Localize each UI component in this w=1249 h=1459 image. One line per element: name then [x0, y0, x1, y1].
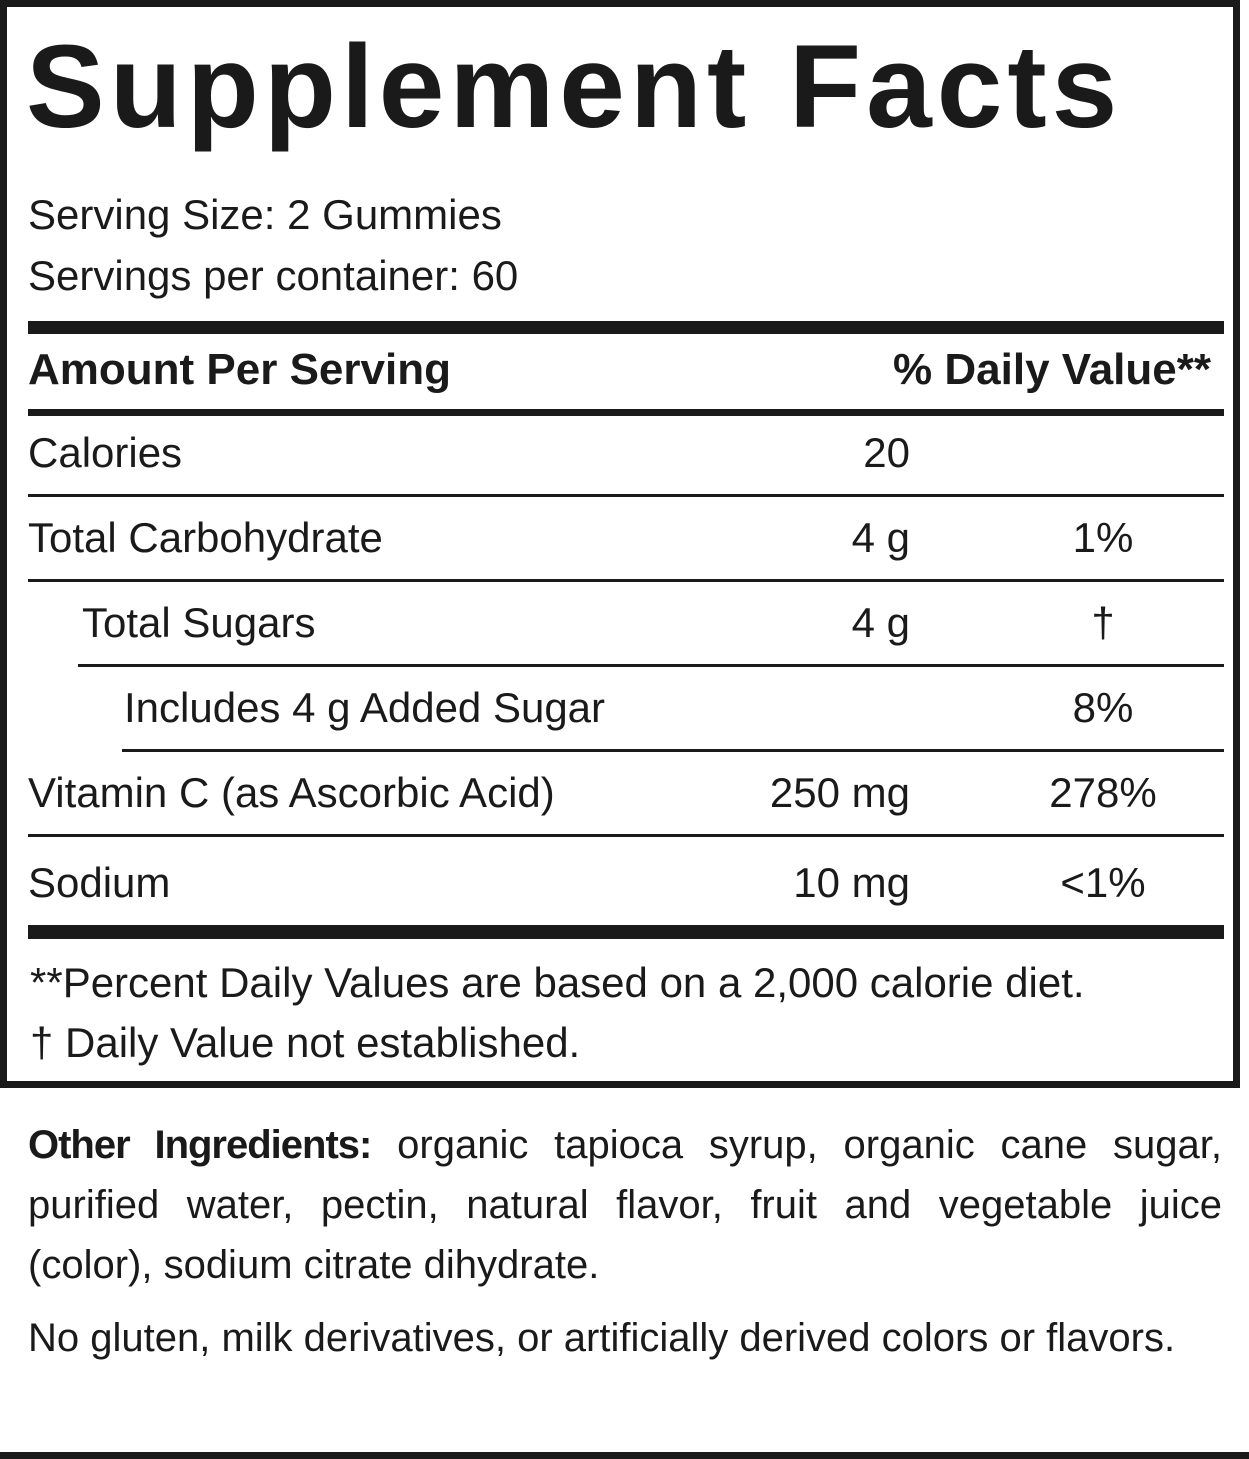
daily-value: 1%	[1072, 514, 1134, 561]
nutrient-name: Total Carbohydrate	[28, 514, 383, 561]
divider	[28, 321, 1224, 334]
daily-value: †	[1091, 599, 1115, 646]
daily-value: <1%	[1060, 859, 1146, 906]
note: No gluten, milk derivatives, or artifici…	[28, 1316, 1176, 1360]
nutrient-name: Sodium	[28, 859, 171, 906]
amount: 4 g	[851, 514, 910, 561]
divider	[28, 409, 1224, 416]
row-divider	[122, 749, 1224, 752]
row-divider	[28, 494, 1224, 497]
amount: 20	[863, 429, 910, 476]
amount: 250 mg	[769, 769, 910, 816]
amount: 4 g	[851, 599, 910, 646]
row-divider	[28, 579, 1224, 582]
amount: 10 mg	[793, 859, 910, 906]
facts-panel	[0, 0, 1240, 1088]
nutrient-name: Calories	[28, 429, 183, 476]
ingredients: Other Ingredients: organic tapioca syrup…	[28, 1115, 1222, 1295]
nutrient-name: Includes 4 g Added Sugar	[124, 684, 606, 731]
daily-value: 8%	[1072, 684, 1134, 731]
title: Supplement Facts	[26, 21, 1123, 153]
column-header: Amount Per Serving	[28, 345, 451, 394]
row-divider	[78, 664, 1224, 667]
column-header: % Daily Value**	[893, 345, 1211, 394]
nutrient-name: Vitamin C (as Ascorbic Acid)	[28, 769, 555, 816]
nutrient-name: Total Sugars	[82, 599, 316, 646]
row-divider	[28, 834, 1224, 837]
footnote: † Daily Value not established.	[30, 1019, 581, 1066]
bottom-rule	[0, 1452, 1249, 1459]
daily-value: 278%	[1049, 769, 1157, 816]
ingredients-label: Other Ingredients:	[28, 1123, 372, 1167]
divider	[28, 925, 1224, 939]
ingredients-text: organic tapioca syrup, organic cane suga…	[28, 1123, 1222, 1287]
servings-per-container: Servings per container: 60	[28, 252, 519, 299]
serving-size: Serving Size: 2 Gummies	[28, 191, 502, 238]
footnote: **Percent Daily Values are based on a 2,…	[30, 959, 1085, 1006]
